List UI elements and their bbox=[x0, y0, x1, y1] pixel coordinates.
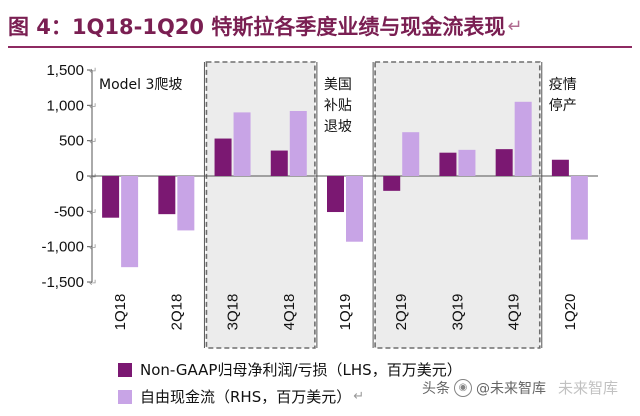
watermark: 头条 ◉ @未来智库 未来智库 bbox=[422, 377, 618, 398]
legend-label-net-income: Non-GAAP归母净利润/亏损（LHS，百万美元） bbox=[140, 361, 462, 379]
x-tick-label: 4Q18 bbox=[281, 294, 298, 331]
y-tick-return-mark: ↵ bbox=[89, 243, 97, 254]
legend-item-net-income: Non-GAAP归母净利润/亏损（LHS，百万美元） bbox=[118, 356, 462, 383]
x-tick-label: 3Q18 bbox=[225, 294, 242, 331]
x-tick-label-group: 2Q19 bbox=[393, 294, 410, 331]
chart-title: 图 4： 1Q18-1Q20 特斯拉各季度业绩与现金流表现 ↵ bbox=[8, 6, 632, 46]
bar-free-cash-flow bbox=[458, 149, 476, 176]
y-tick-return-mark: ↵ bbox=[89, 172, 97, 183]
y-tick-label: 0 bbox=[76, 168, 84, 185]
bar-net-income bbox=[270, 150, 288, 176]
y-tick-label: 500 bbox=[59, 133, 84, 150]
legend-label-fcf: 自由现金流（RHS，百万美元） bbox=[140, 388, 352, 406]
bar-net-income bbox=[327, 176, 344, 213]
highlight-box-1 bbox=[374, 61, 541, 349]
x-tick-label: 1Q20 bbox=[562, 294, 579, 331]
figure-label: 图 4： bbox=[8, 15, 72, 39]
x-tick-label-group: 1Q18 bbox=[112, 294, 129, 331]
legend: Non-GAAP归母净利润/亏损（LHS，百万美元） 自由现金流（RHS，百万美… bbox=[118, 356, 462, 410]
y-tick-return-mark: ↵ bbox=[89, 101, 97, 112]
y-tick-return-mark: ↵ bbox=[89, 207, 97, 218]
x-tick-label-group: 3Q18 bbox=[225, 294, 242, 331]
x-tick-label: 1Q18 bbox=[112, 294, 129, 331]
watermark-icon: ◉ bbox=[453, 378, 472, 397]
title-text: 1Q18-1Q20 特斯拉各季度业绩与现金流表现 bbox=[71, 15, 506, 39]
bar-net-income bbox=[214, 138, 232, 176]
bar-net-income bbox=[383, 176, 401, 191]
bar-free-cash-flow bbox=[233, 112, 251, 176]
watermark-prefix: 头条 bbox=[421, 380, 450, 397]
x-tick-label: 2Q18 bbox=[168, 294, 185, 331]
bar-free-cash-flow bbox=[570, 176, 588, 240]
annotation-text: 停产 bbox=[549, 97, 577, 114]
annotation-text: 美国 bbox=[324, 77, 352, 93]
x-tick-label-group: 2Q18 bbox=[168, 294, 185, 331]
bar-free-cash-flow bbox=[177, 176, 195, 231]
bar-free-cash-flow bbox=[121, 176, 139, 268]
watermark-handle: @未来智库 bbox=[475, 380, 546, 397]
legend-swatch-fcf bbox=[118, 389, 132, 404]
bar-free-cash-flow bbox=[514, 101, 532, 176]
annotation-text: Model 3爬坡 bbox=[99, 77, 182, 93]
title-rule bbox=[8, 46, 632, 48]
y-tick-label: 1,000 bbox=[46, 97, 84, 114]
bar-net-income bbox=[158, 176, 176, 215]
y-tick-label: -1,000 bbox=[41, 239, 84, 256]
y-tick-return-mark: ↵ bbox=[89, 137, 97, 148]
y-tick-return-mark: ↵ bbox=[89, 66, 97, 77]
bar-net-income bbox=[495, 149, 513, 176]
bar-net-income bbox=[551, 159, 569, 176]
bar-net-income bbox=[439, 152, 457, 176]
x-tick-label: 4Q19 bbox=[506, 294, 523, 331]
legend-return-mark: ↵ bbox=[353, 389, 365, 404]
annotation-text: 疫情 bbox=[549, 77, 577, 93]
bar-free-cash-flow bbox=[402, 132, 420, 176]
highlight-box-0 bbox=[205, 61, 316, 349]
title-return-mark: ↵ bbox=[507, 15, 523, 37]
legend-swatch-net-income bbox=[118, 362, 132, 377]
annotation-text: 补贴 bbox=[324, 98, 352, 114]
legend-item-fcf: 自由现金流（RHS，百万美元） ↵ bbox=[118, 383, 462, 410]
bar-free-cash-flow bbox=[346, 176, 363, 242]
y-tick-return-mark: ↵ bbox=[89, 278, 97, 289]
bar-net-income bbox=[102, 176, 120, 218]
bar-free-cash-flow bbox=[289, 110, 307, 176]
y-tick-label: -1,500 bbox=[41, 274, 84, 291]
x-tick-label-group: 4Q18 bbox=[281, 294, 298, 331]
x-tick-label-group: 4Q19 bbox=[506, 294, 523, 331]
watermark-brand: 未来智库 bbox=[557, 379, 618, 397]
x-tick-label: 1Q19 bbox=[337, 294, 354, 331]
y-tick-label: -500 bbox=[54, 203, 84, 220]
x-tick-label-group: 3Q19 bbox=[449, 294, 466, 331]
y-tick-label: 1,500 bbox=[46, 62, 84, 79]
x-tick-label-group: 1Q20 bbox=[562, 294, 579, 331]
x-tick-label-group: 1Q19 bbox=[337, 294, 354, 331]
annotation-text: 退坡 bbox=[324, 119, 352, 135]
x-tick-label: 2Q19 bbox=[393, 294, 410, 331]
x-tick-label: 3Q19 bbox=[449, 294, 466, 331]
